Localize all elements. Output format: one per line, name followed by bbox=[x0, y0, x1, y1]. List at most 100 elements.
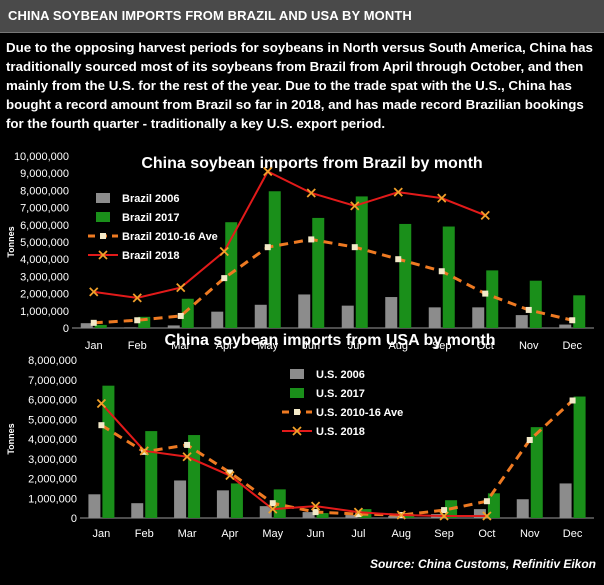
brazil-ytick-label: 6,000,000 bbox=[20, 220, 69, 232]
brazil-avg-point bbox=[395, 256, 402, 263]
brazil-avg-point bbox=[90, 319, 97, 326]
brazil-bar-new bbox=[573, 295, 586, 328]
source-note: Source: China Customs, Refinitiv Eikon bbox=[369, 557, 596, 571]
usa-ytick-label: 2,000,000 bbox=[28, 474, 77, 486]
usa-bar-new bbox=[316, 513, 329, 518]
usa-bar-old bbox=[473, 509, 486, 518]
usa-bar-old bbox=[174, 480, 187, 518]
brazil-avg-point bbox=[134, 317, 141, 324]
usa-ytick-label: 3,000,000 bbox=[28, 454, 77, 466]
brazil-legend-swatch bbox=[96, 193, 110, 203]
usa-2018-point bbox=[482, 511, 492, 521]
usa-avg-point bbox=[184, 441, 191, 448]
usa-avg-point bbox=[526, 436, 533, 443]
brazil-avg-line bbox=[93, 237, 573, 325]
brazil-bar-old bbox=[559, 324, 572, 328]
brazil-x-tick-label: Jan bbox=[85, 340, 103, 352]
brazil-bar-new bbox=[138, 316, 151, 328]
brazil-bar-old bbox=[472, 307, 485, 328]
usa-2018-point bbox=[182, 452, 192, 462]
brazil-chart-title: China soybean imports from Brazil by mon… bbox=[141, 155, 482, 172]
usa-ytick-label: 1,000,000 bbox=[28, 493, 77, 505]
brazil-ytick-label: 9,000,000 bbox=[20, 168, 69, 180]
brazil-avg-point bbox=[264, 244, 271, 251]
brazil-2018-point bbox=[480, 210, 490, 220]
brazil-2018-point bbox=[306, 188, 316, 198]
brazil-2018-point bbox=[132, 293, 142, 303]
usa-ytick-label: 0 bbox=[71, 513, 77, 525]
brazil-bar-old bbox=[167, 325, 180, 328]
brazil-bar-new bbox=[486, 270, 499, 328]
brazil-bar-old bbox=[211, 311, 224, 328]
description-text: Due to the opposing harvest periods for … bbox=[6, 40, 593, 131]
usa-bar-new bbox=[145, 431, 158, 518]
brazil-x-tick-label: Aug bbox=[388, 340, 408, 352]
brazil-bar-new bbox=[442, 226, 455, 328]
brazil-ytick-label: 10,000,000 bbox=[14, 151, 69, 163]
usa-avg-point bbox=[483, 498, 490, 505]
brazil-2018-point bbox=[89, 287, 99, 297]
usa-ytick-label: 8,000,000 bbox=[28, 355, 77, 367]
usa-legend-marker bbox=[292, 426, 302, 436]
brazil-ytick-label: 5,000,000 bbox=[20, 237, 69, 249]
usa-ytick-label: 6,000,000 bbox=[28, 395, 77, 407]
usa-2018-point bbox=[396, 510, 406, 520]
brazil-ytick-label: 8,000,000 bbox=[20, 185, 69, 197]
brazil-2018-point bbox=[393, 187, 403, 197]
brazil-bar-old bbox=[254, 304, 267, 328]
brazil-bar-new bbox=[529, 280, 542, 328]
brazil-2018-point bbox=[176, 282, 186, 293]
usa-ytick-label: 4,000,000 bbox=[28, 434, 77, 446]
brazil-avg-point bbox=[482, 290, 489, 297]
brazil-bar-old bbox=[298, 294, 311, 328]
usa-bar-new bbox=[273, 489, 286, 518]
brazil-bar-new bbox=[268, 191, 281, 328]
brazil-bar-new bbox=[181, 298, 194, 328]
usa-ytick-label: 5,000,000 bbox=[28, 414, 77, 426]
brazil-avg-point bbox=[438, 268, 445, 275]
brazil-legend-label: Brazil 2010-16 Ave bbox=[122, 231, 218, 243]
brazil-bar-new bbox=[399, 223, 412, 328]
brazil-legend-label: Brazil 2017 bbox=[122, 212, 179, 224]
usa-x-tick-label: Sep bbox=[434, 528, 454, 540]
brazil-ytick-label: 2,000,000 bbox=[20, 289, 69, 301]
brazil-ytick-label: 3,000,000 bbox=[20, 271, 69, 283]
usa-bar-new bbox=[102, 385, 115, 518]
usa-x-tick-label: Jul bbox=[351, 528, 365, 540]
brazil-ytick-label: 1,000,000 bbox=[20, 306, 69, 318]
brazil-x-tick-label: Oct bbox=[477, 340, 494, 352]
brazil-bar-old bbox=[428, 307, 441, 328]
usa-legend-label: U.S. 2018 bbox=[316, 426, 365, 438]
brazil-ytick-label: 7,000,000 bbox=[20, 203, 69, 215]
usa-bar-old bbox=[259, 506, 272, 518]
usa-x-tick-label: Apr bbox=[221, 528, 238, 540]
usa-x-tick-label: Mar bbox=[178, 528, 197, 540]
usa-bar-old bbox=[345, 515, 358, 518]
usa-avg-point bbox=[441, 507, 448, 514]
brazil-bar-old bbox=[341, 305, 354, 328]
brazil-legend-label: Brazil 2006 bbox=[122, 193, 179, 205]
brazil-x-tick-label: Jun bbox=[302, 340, 320, 352]
usa-bar-old bbox=[88, 494, 101, 518]
usa-legend-label: U.S. 2010-16 Ave bbox=[316, 407, 403, 419]
brazil-x-tick-label: Sep bbox=[432, 340, 452, 352]
brazil-ytick-label: 0 bbox=[63, 323, 69, 335]
usa-x-tick-label: Jan bbox=[93, 528, 111, 540]
usa-2018-point bbox=[96, 398, 107, 409]
usa-legend-marker bbox=[294, 409, 300, 415]
usa-bar-old bbox=[216, 490, 229, 518]
brazil-2018-point bbox=[350, 201, 360, 211]
page-title: CHINA SOYBEAN IMPORTS FROM BRAZIL AND US… bbox=[8, 8, 412, 23]
brazil-legend-swatch bbox=[96, 212, 110, 222]
brazil-2018-point bbox=[437, 193, 447, 203]
usa-avg-point bbox=[312, 509, 319, 516]
usa-ytick-label: 7,000,000 bbox=[28, 375, 77, 387]
usa-bar-old bbox=[516, 499, 529, 518]
usa-chart-title: China soybean imports from USA by month bbox=[165, 332, 496, 349]
usa-x-tick-label: Nov bbox=[520, 528, 540, 540]
usa-avg-point bbox=[269, 500, 276, 507]
usa-y-axis-label: Tonnes bbox=[6, 423, 16, 454]
usa-2018-line bbox=[100, 402, 487, 518]
